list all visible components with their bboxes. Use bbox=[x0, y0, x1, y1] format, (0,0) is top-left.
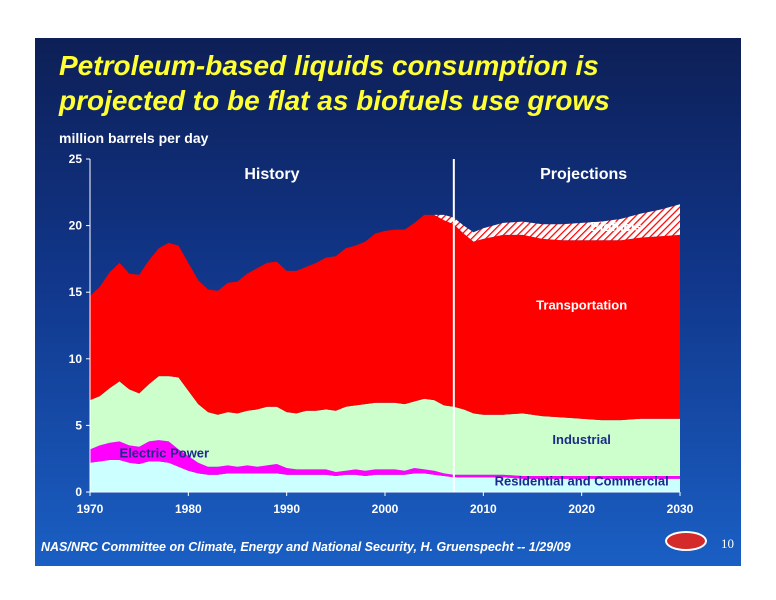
y-tick-label: 10 bbox=[69, 352, 83, 366]
area-residential-and-commercial bbox=[90, 460, 680, 492]
page-number: 10 bbox=[721, 536, 734, 551]
slide-title: Petroleum-based liquids consumption is p… bbox=[59, 48, 729, 118]
label-industrial: Industrial bbox=[552, 432, 611, 447]
y-tick-label: 5 bbox=[75, 418, 82, 432]
area-industrial bbox=[90, 376, 680, 476]
area-electric-power bbox=[90, 440, 680, 479]
label-residential-and-commercial: Residential and Commercial bbox=[495, 473, 669, 488]
y-tick-label: 15 bbox=[69, 285, 83, 299]
x-tick-label: 1980 bbox=[175, 502, 202, 516]
x-tick-label: 2030 bbox=[667, 502, 694, 516]
y-tick-label: 0 bbox=[75, 485, 82, 499]
eia-logo bbox=[665, 531, 707, 551]
title-line-1: Petroleum-based liquids consumption is bbox=[59, 50, 599, 81]
slide: Petroleum-based liquids consumption is p… bbox=[35, 38, 741, 566]
projections-label: Projections bbox=[540, 166, 627, 183]
area-biofuels bbox=[90, 204, 680, 297]
label-transportation: Transportation bbox=[536, 298, 627, 313]
y-axis-unit-label: million barrels per day bbox=[59, 130, 209, 146]
label-electric-power: Electric Power bbox=[120, 445, 210, 460]
label-biofuels: Biofuels bbox=[590, 219, 641, 234]
series-labels: History Projections Residential and Commer… bbox=[120, 166, 669, 488]
x-tick-label: 1990 bbox=[273, 502, 300, 516]
axes: 0 5 10 15 20 25 1970 1980 1990 2000 2010 2020 2030 bbox=[69, 152, 694, 516]
y-tick-label: 25 bbox=[69, 152, 83, 166]
x-tick-label: 1970 bbox=[77, 502, 104, 516]
stacked-area-chart: 0 5 10 15 20 25 1970 1980 1990 2000 2010 2020 2030 H… bbox=[69, 152, 694, 516]
x-tick-label: 2020 bbox=[568, 502, 595, 516]
x-tick-label: 2010 bbox=[470, 502, 497, 516]
y-tick-label: 20 bbox=[69, 219, 83, 233]
history-label: History bbox=[244, 166, 299, 183]
series-areas bbox=[90, 204, 680, 492]
x-tick-label: 2000 bbox=[372, 502, 399, 516]
title-line-2: projected to be flat as biofuels use gro… bbox=[59, 85, 610, 116]
footer-citation: NAS/NRC Committee on Climate, Energy and… bbox=[41, 540, 571, 554]
area-transportation bbox=[90, 214, 680, 421]
